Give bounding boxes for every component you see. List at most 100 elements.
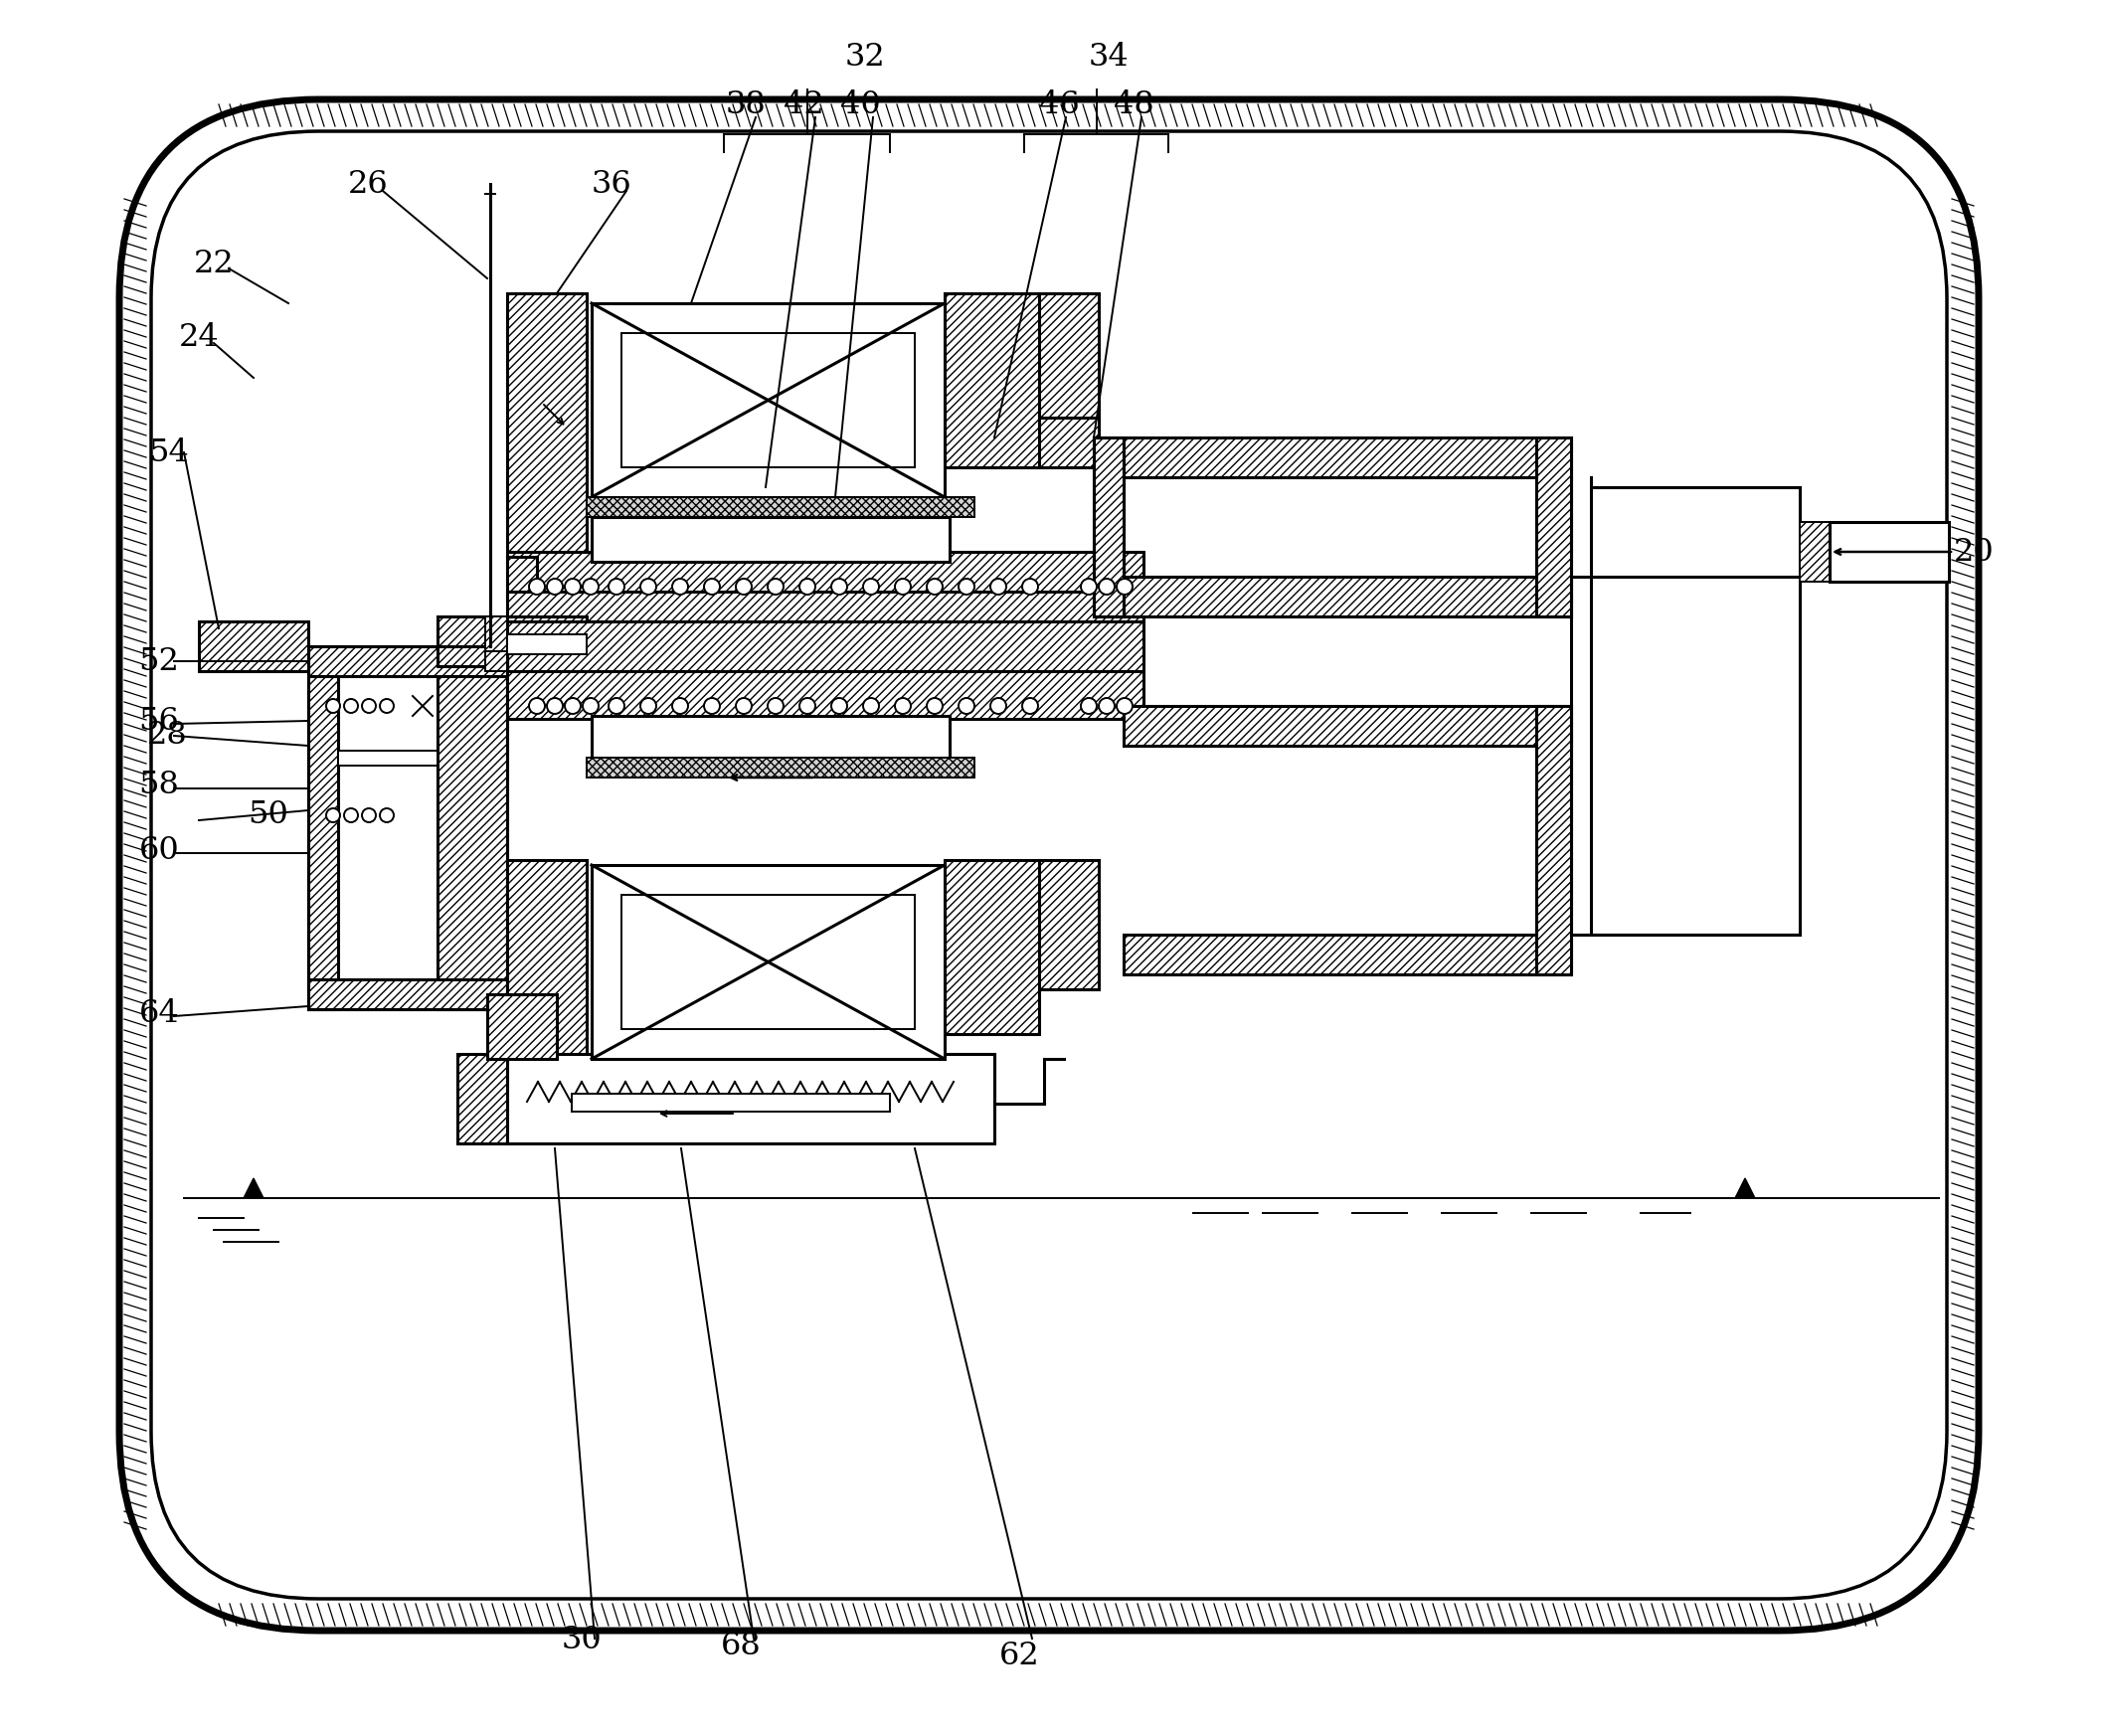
Bar: [507, 672, 1144, 719]
Circle shape: [381, 700, 393, 713]
Bar: [456, 1054, 507, 1144]
Text: 68: 68: [721, 1630, 761, 1661]
Circle shape: [862, 578, 879, 594]
Circle shape: [608, 578, 625, 594]
Bar: [339, 750, 437, 766]
Bar: [572, 1094, 890, 1111]
Text: 30: 30: [562, 1625, 601, 1656]
Bar: [591, 865, 944, 1059]
Circle shape: [362, 700, 376, 713]
Circle shape: [1022, 698, 1039, 713]
Bar: [200, 621, 309, 672]
Circle shape: [768, 698, 784, 713]
Circle shape: [1098, 698, 1115, 713]
Bar: [507, 1054, 995, 1104]
Circle shape: [896, 578, 911, 594]
Bar: [1535, 707, 1571, 974]
Bar: [1039, 293, 1098, 422]
Bar: [507, 293, 587, 557]
Bar: [507, 616, 587, 707]
Polygon shape: [1735, 1179, 1756, 1198]
Text: 50: 50: [248, 800, 288, 832]
Bar: [622, 894, 915, 1029]
Text: 54: 54: [149, 437, 189, 467]
Bar: [622, 333, 915, 467]
Text: 48: 48: [1112, 89, 1155, 120]
Circle shape: [1081, 698, 1098, 713]
Circle shape: [799, 578, 816, 594]
Circle shape: [896, 698, 911, 713]
Circle shape: [959, 578, 974, 594]
Circle shape: [547, 578, 564, 594]
Circle shape: [326, 809, 341, 823]
Text: 20: 20: [1954, 536, 1994, 568]
Circle shape: [831, 578, 848, 594]
Bar: [507, 634, 587, 654]
Circle shape: [705, 698, 719, 713]
Circle shape: [639, 698, 656, 713]
Bar: [309, 979, 507, 1009]
Bar: [591, 304, 944, 496]
Circle shape: [799, 698, 816, 713]
Bar: [486, 651, 507, 672]
Text: 38: 38: [726, 89, 765, 120]
Circle shape: [991, 578, 1005, 594]
Bar: [1123, 934, 1571, 974]
Circle shape: [566, 578, 580, 594]
Circle shape: [831, 698, 848, 713]
Circle shape: [583, 698, 599, 713]
Bar: [1535, 437, 1571, 616]
Bar: [507, 592, 1144, 621]
Bar: [437, 646, 507, 1009]
Text: 62: 62: [999, 1641, 1039, 1670]
Bar: [1039, 418, 1098, 467]
Text: 52: 52: [139, 646, 179, 677]
Circle shape: [530, 698, 545, 713]
Circle shape: [345, 809, 358, 823]
Circle shape: [736, 578, 751, 594]
Circle shape: [768, 578, 784, 594]
Circle shape: [673, 578, 688, 594]
Text: 32: 32: [845, 42, 885, 73]
Circle shape: [362, 809, 376, 823]
Circle shape: [991, 698, 1005, 713]
Circle shape: [639, 578, 656, 594]
Bar: [1123, 576, 1571, 616]
Polygon shape: [244, 1179, 263, 1198]
Bar: [507, 552, 1144, 599]
Bar: [309, 646, 507, 1009]
Bar: [1830, 523, 1949, 582]
FancyBboxPatch shape: [120, 99, 1979, 1630]
Text: 22: 22: [193, 248, 233, 279]
Bar: [507, 621, 1144, 672]
Text: 36: 36: [591, 168, 631, 200]
Bar: [1123, 707, 1571, 746]
Bar: [309, 646, 339, 1009]
Text: 34: 34: [1089, 42, 1129, 73]
Bar: [309, 646, 507, 675]
Circle shape: [547, 698, 564, 713]
Circle shape: [927, 698, 942, 713]
Bar: [1094, 437, 1123, 616]
Text: 58: 58: [139, 771, 179, 800]
Circle shape: [927, 578, 942, 594]
Bar: [1123, 437, 1571, 477]
Text: 28: 28: [147, 720, 187, 752]
Circle shape: [326, 700, 341, 713]
Bar: [1094, 437, 1123, 616]
Text: 40: 40: [839, 89, 881, 120]
Text: 26: 26: [347, 168, 389, 200]
Text: 60: 60: [139, 835, 179, 866]
Bar: [591, 517, 951, 562]
Bar: [507, 1054, 995, 1144]
Circle shape: [583, 578, 599, 594]
Circle shape: [736, 698, 751, 713]
Circle shape: [345, 700, 358, 713]
Circle shape: [608, 698, 625, 713]
Bar: [488, 995, 557, 1059]
Circle shape: [381, 809, 393, 823]
Bar: [1800, 523, 1830, 582]
Circle shape: [1117, 698, 1134, 713]
Circle shape: [673, 698, 688, 713]
Bar: [587, 496, 974, 517]
